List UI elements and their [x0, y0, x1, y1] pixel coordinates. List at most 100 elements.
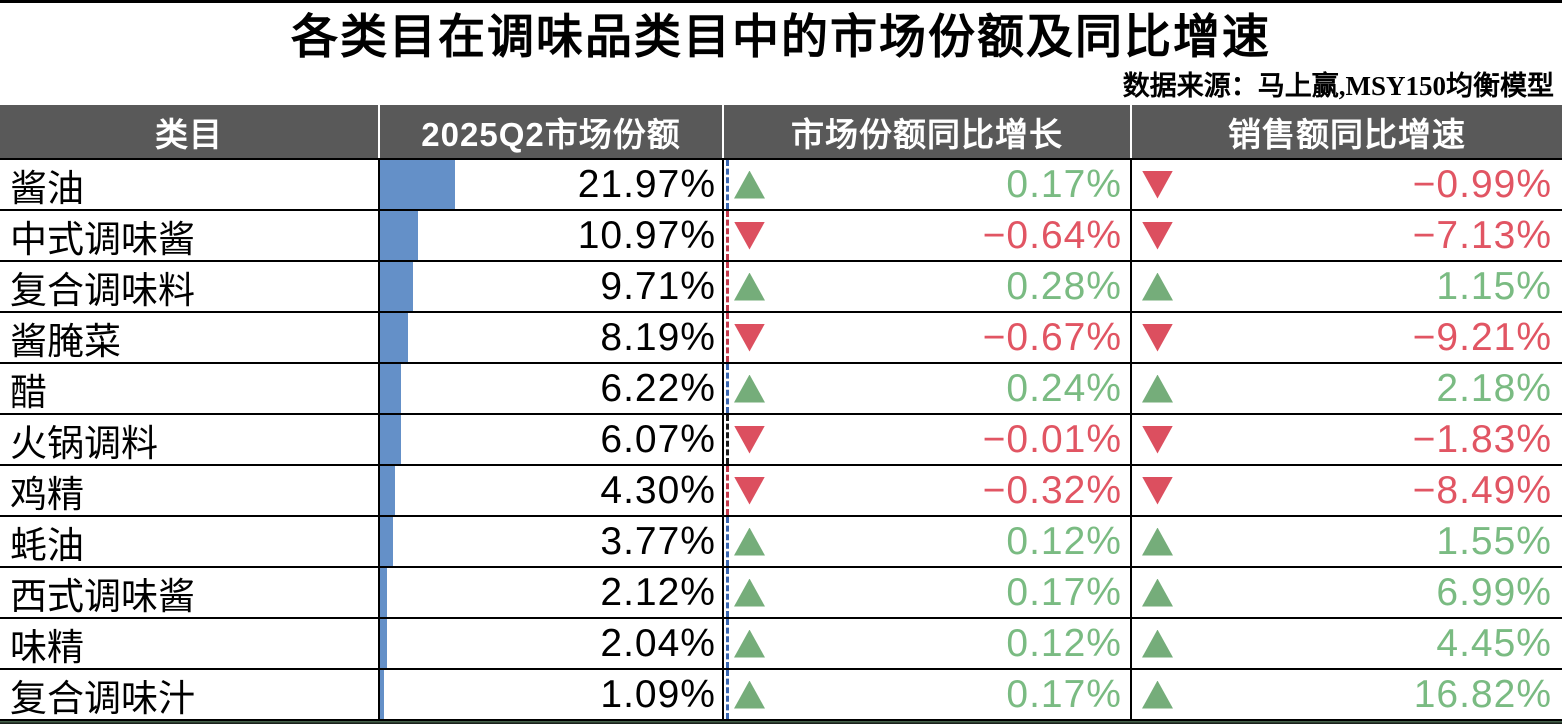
market-share-cell: 3.77%: [378, 517, 722, 566]
market-share-data-bar: [380, 160, 456, 209]
share-yoy-cell: 0.24%: [722, 364, 1130, 413]
market-share-value: 6.07%: [600, 417, 716, 461]
market-share-data-bar: [380, 211, 418, 260]
market-share-value: 4.30%: [600, 468, 716, 512]
market-share-data-bar: [380, 415, 401, 464]
trend-down-icon: [734, 221, 765, 250]
market-share-data-bar: [380, 466, 395, 515]
trend-up-icon: [1142, 374, 1173, 403]
trend-up-icon: [1142, 578, 1173, 607]
share-yoy-value: 0.17%: [1006, 672, 1122, 716]
share-yoy-cell: −0.67%: [722, 313, 1130, 362]
table-row: 酱腌菜 8.19% −0.67% −9.21%: [0, 313, 1562, 364]
sales-yoy-cell: 2.18%: [1130, 364, 1562, 413]
sales-yoy-cell: −7.13%: [1130, 211, 1562, 260]
share-yoy-value: −0.64%: [982, 213, 1122, 257]
market-share-cell: 6.07%: [378, 415, 722, 464]
market-share-cell: 21.97%: [378, 160, 722, 209]
sales-yoy-value: 1.15%: [1436, 264, 1552, 308]
column-header-market-share: 2025Q2市场份额: [378, 105, 722, 158]
trend-down-icon: [1142, 476, 1173, 505]
share-yoy-cell: 0.12%: [722, 619, 1130, 668]
share-yoy-cell: −0.32%: [722, 466, 1130, 515]
trend-down-icon: [1142, 425, 1173, 454]
category-cell: 酱腌菜: [0, 313, 378, 362]
sales-yoy-value: 16.82%: [1413, 672, 1552, 716]
market-share-value: 21.97%: [577, 162, 716, 206]
trend-up-icon: [1142, 272, 1173, 301]
sales-yoy-cell: −9.21%: [1130, 313, 1562, 362]
market-share-data-bar: [380, 262, 414, 311]
table-row: 中式调味酱 10.97% −0.64% −7.13%: [0, 211, 1562, 262]
category-label: 酱油: [10, 167, 84, 209]
column-header-category: 类目: [155, 115, 223, 153]
market-share-value: 6.22%: [600, 366, 716, 410]
trend-up-icon: [1142, 680, 1173, 709]
market-share-data-bar: [380, 568, 388, 617]
sales-yoy-cell: 4.45%: [1130, 619, 1562, 668]
category-label: 西式调味酱: [10, 575, 195, 617]
category-label: 复合调味汁: [10, 677, 195, 719]
sales-yoy-value: 2.18%: [1436, 366, 1552, 410]
trend-down-icon: [734, 425, 765, 454]
share-yoy-value: 0.12%: [1006, 621, 1122, 665]
column-header-sales-yoy: 销售额同比增速: [1130, 105, 1562, 158]
market-share-cell: 2.04%: [378, 619, 722, 668]
table-row: 醋 6.22% 0.24% 2.18%: [0, 364, 1562, 415]
sales-yoy-value: 1.55%: [1436, 519, 1552, 563]
share-yoy-cell: −0.64%: [722, 211, 1130, 260]
trend-up-icon: [1142, 629, 1173, 658]
table-row: 复合调味料 9.71% 0.28% 1.15%: [0, 262, 1562, 313]
data-source-note: 数据来源：马上赢,MSY150均衡模型: [1122, 71, 1554, 101]
sales-yoy-value: 6.99%: [1436, 570, 1552, 614]
trend-down-icon: [734, 323, 765, 352]
category-cell: 蚝油: [0, 517, 378, 566]
sales-yoy-value: −0.99%: [1412, 162, 1552, 206]
market-share-cell: 6.22%: [378, 364, 722, 413]
category-label: 火锅调料: [10, 422, 158, 464]
market-share-value: 2.04%: [600, 621, 716, 665]
market-share-cell: 4.30%: [378, 466, 722, 515]
sales-yoy-value: −7.13%: [1412, 213, 1552, 257]
table-row: 鸡精 4.30% −0.32% −8.49%: [0, 466, 1562, 517]
page-title: 各类目在调味品类目中的市场份额及同比增速: [291, 12, 1271, 64]
column-header-share-yoy: 市场份额同比增长: [722, 105, 1130, 158]
sales-yoy-cell: 1.15%: [1130, 262, 1562, 311]
category-cell: 西式调味酱: [0, 568, 378, 617]
sales-yoy-value: 4.45%: [1436, 621, 1552, 665]
share-yoy-cell: 0.17%: [722, 160, 1130, 209]
trend-up-icon: [734, 272, 765, 301]
category-cell: 复合调味料: [0, 262, 378, 311]
trend-up-icon: [734, 680, 765, 709]
market-share-value: 3.77%: [600, 519, 716, 563]
category-label: 蚝油: [10, 524, 84, 566]
sales-yoy-value: −8.49%: [1412, 468, 1552, 512]
share-yoy-value: 0.24%: [1006, 366, 1122, 410]
market-share-value: 1.09%: [600, 672, 716, 716]
sales-yoy-cell: −0.99%: [1130, 160, 1562, 209]
trend-up-icon: [734, 527, 765, 556]
market-share-data-bar: [380, 517, 393, 566]
share-yoy-cell: 0.28%: [722, 262, 1130, 311]
share-yoy-value: 0.28%: [1006, 264, 1122, 308]
table-row: 味精 2.04% 0.12% 4.45%: [0, 619, 1562, 670]
sales-yoy-cell: 1.55%: [1130, 517, 1562, 566]
market-share-value: 10.97%: [577, 213, 716, 257]
share-yoy-value: −0.01%: [982, 417, 1122, 461]
market-share-data-bar: [380, 364, 402, 413]
trend-up-icon: [734, 374, 765, 403]
category-cell: 醋: [0, 364, 378, 413]
trend-down-icon: [1142, 221, 1173, 250]
trend-up-icon: [734, 578, 765, 607]
category-label: 味精: [10, 626, 84, 668]
trend-up-icon: [1142, 527, 1173, 556]
trend-down-icon: [1142, 170, 1173, 199]
share-yoy-value: 0.17%: [1006, 570, 1122, 614]
table-body: 酱油 21.97% 0.17% −0.99% 中式调味酱 10.97% −0.6…: [0, 158, 1562, 721]
market-share-cell: 1.09%: [378, 670, 722, 719]
market-share-data-bar: [380, 670, 384, 719]
table-header-row: 类目 2025Q2市场份额 市场份额同比增长 销售额同比增速: [0, 105, 1562, 158]
sales-yoy-cell: 6.99%: [1130, 568, 1562, 617]
market-share-data-bar: [380, 313, 408, 362]
